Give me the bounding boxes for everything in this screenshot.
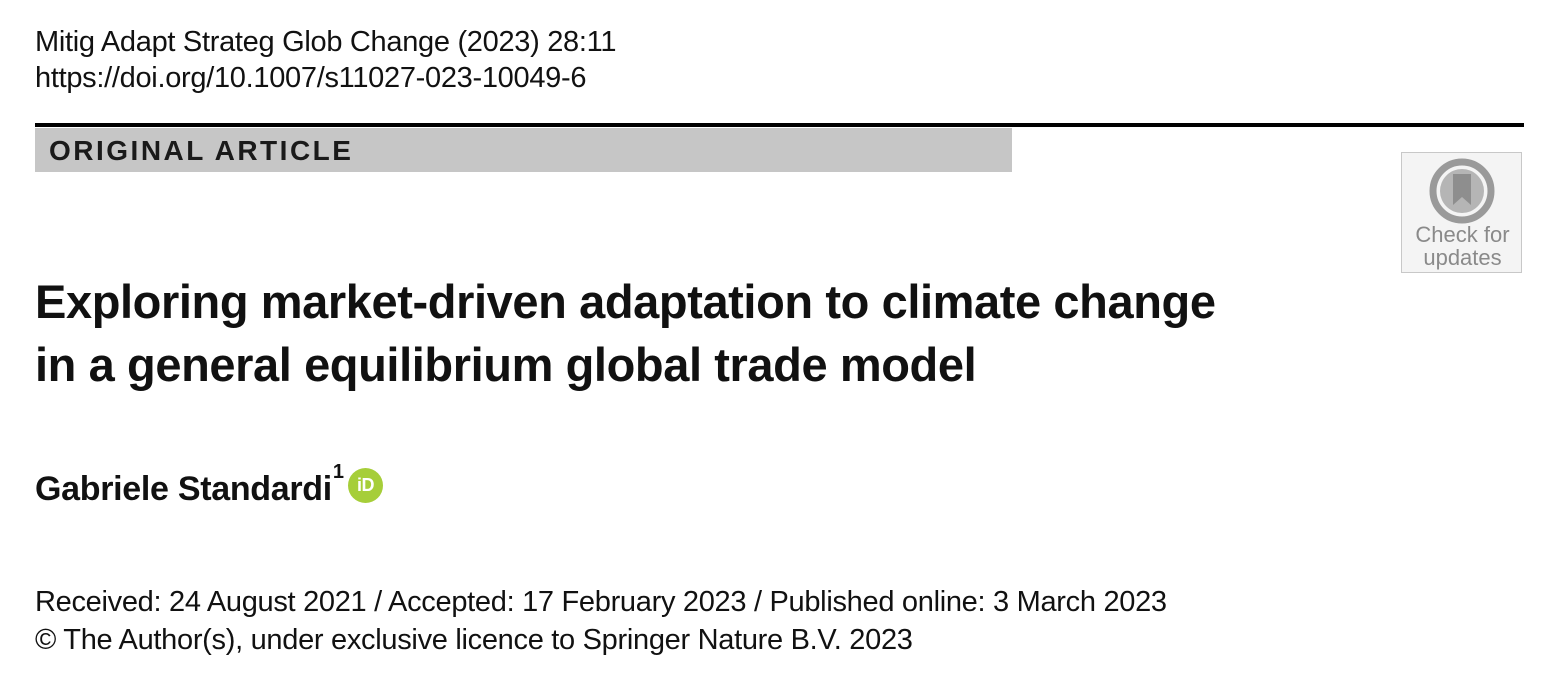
- author-name: Gabriele Standardi: [35, 470, 332, 508]
- copyright-notice: © The Author(s), under exclusive licence…: [35, 624, 913, 656]
- crossmark-icon: [1429, 158, 1495, 224]
- author-affiliation-mark: 1: [332, 460, 345, 483]
- article-type-band: ORIGINAL ARTICLE: [35, 128, 1012, 172]
- article-history: Received: 24 August 2021 / Accepted: 17 …: [35, 586, 1167, 618]
- article-title: Exploring market-driven adaptation to cl…: [35, 270, 1355, 396]
- article-title-line1: Exploring market-driven adaptation to cl…: [35, 275, 1216, 328]
- article-type-label: ORIGINAL ARTICLE: [49, 135, 354, 166]
- doi-link[interactable]: https://doi.org/10.1007/s11027-023-10049…: [35, 62, 587, 94]
- orcid-icon[interactable]: iD: [348, 468, 384, 503]
- author-row: Gabriele Standardi1iD: [35, 461, 384, 511]
- check-for-updates-badge[interactable]: Check for updates: [1401, 152, 1522, 273]
- crossmark-text-line2: updates: [1423, 245, 1502, 270]
- crossmark-text-line1: Check for: [1415, 222, 1510, 247]
- header-rule: [35, 123, 1524, 127]
- journal-reference: Mitig Adapt Strateg Glob Change (2023) 2…: [35, 26, 617, 58]
- article-title-line2: in a general equilibrium global trade mo…: [35, 338, 977, 391]
